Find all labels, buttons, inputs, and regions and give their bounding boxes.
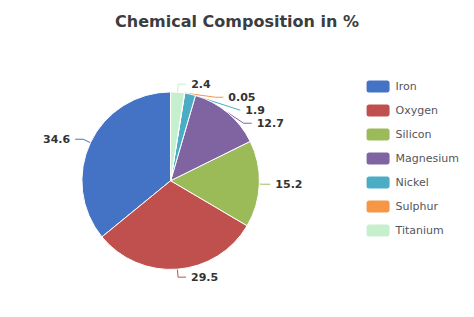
svg-text:Magnesium: Magnesium xyxy=(396,152,459,165)
svg-text:Chemical Composition in %: Chemical Composition in % xyxy=(115,12,359,31)
svg-text:Iron: Iron xyxy=(396,80,417,93)
svg-text:34.6: 34.6 xyxy=(43,133,70,146)
svg-text:Titanium: Titanium xyxy=(395,224,444,237)
svg-text:2.4: 2.4 xyxy=(191,78,211,91)
svg-text:Sulphur: Sulphur xyxy=(396,200,439,213)
svg-text:1.9: 1.9 xyxy=(245,104,264,117)
svg-text:Silicon: Silicon xyxy=(396,128,432,141)
svg-text:12.7: 12.7 xyxy=(257,117,284,130)
svg-text:0.05: 0.05 xyxy=(228,91,255,104)
svg-text:Nickel: Nickel xyxy=(396,176,429,189)
svg-text:15.2: 15.2 xyxy=(275,178,302,191)
svg-text:Oxygen: Oxygen xyxy=(396,104,438,117)
svg-text:29.5: 29.5 xyxy=(191,271,218,284)
